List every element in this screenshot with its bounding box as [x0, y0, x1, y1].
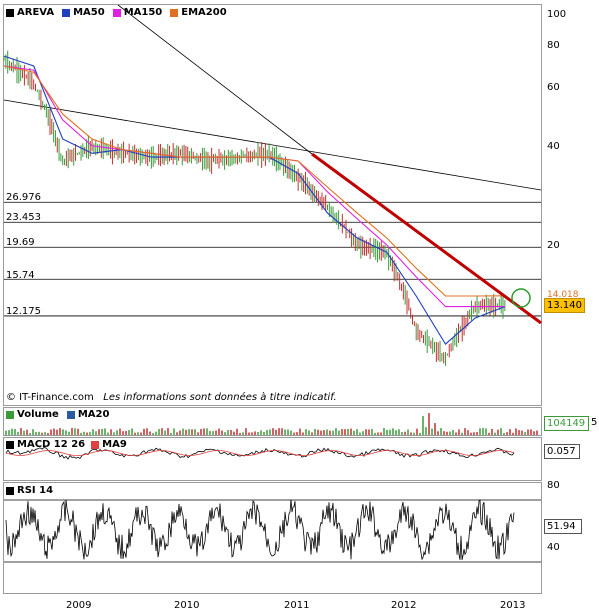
legend-item-ma20: MA20: [66, 409, 109, 420]
legend-item-areva: AREVA: [6, 7, 54, 18]
ema200-line: [3, 65, 505, 297]
legend-item-volume: Volume: [6, 409, 59, 420]
x-tick-2009: 2009: [66, 600, 92, 611]
rsi-last-value: 51.94: [544, 519, 582, 534]
volume-last-value: 104149: [544, 416, 589, 431]
y-tick-20: 20: [547, 240, 560, 251]
rsi-panel: [3, 482, 542, 594]
legend-item-rsi: RSI 14: [6, 485, 53, 496]
volume-value-suffix: 5: [591, 417, 598, 428]
legend-item-macd: MACD 12 26: [6, 439, 85, 450]
breakout-circle-marker: [511, 288, 531, 308]
legend-item-ma9: MA9: [91, 439, 127, 450]
y-tick-40: 40: [547, 141, 560, 152]
red-downtrend-line: [311, 152, 542, 325]
legend-item-ma50: MA50: [62, 7, 105, 18]
main-legend: AREVA MA50 MA150 EMA200: [6, 7, 227, 18]
credit-note: Les informations sont données à titre in…: [103, 392, 337, 403]
volume-panel: [3, 407, 542, 436]
credit-site: © IT-Finance.com: [6, 392, 94, 403]
ma150-line: [3, 65, 505, 308]
rsi-legend: RSI 14: [6, 485, 53, 496]
macd-last-value: 0.057: [544, 444, 580, 459]
legend-item-ema200: EMA200: [170, 7, 227, 18]
rsi-tick-40: 40: [547, 542, 560, 553]
main-chart-panel: [3, 4, 542, 406]
y-tick-100: 100: [547, 9, 567, 20]
x-tick-2011: 2011: [284, 600, 310, 611]
macd-panel: [3, 437, 542, 481]
rsi-line: [5, 499, 515, 561]
credit-line: © IT-Finance.com Les informations sont d…: [6, 392, 337, 403]
y-tick-60: 60: [547, 82, 560, 93]
rsi-tick-80: 80: [547, 480, 560, 491]
level-label-23453: 23.453: [6, 212, 41, 223]
macd-signal-line: [5, 450, 515, 456]
level-label-1574: 15.74: [6, 270, 35, 281]
ma50-line: [3, 55, 506, 345]
macd-legend: MACD 12 26 MA9: [6, 439, 127, 450]
x-tick-2012: 2012: [391, 600, 417, 611]
level-label-1969: 19.69: [6, 237, 35, 248]
level-label-12175: 12.175: [6, 306, 41, 317]
trendline-steep: [117, 4, 313, 155]
level-label-26976: 26.976: [6, 192, 41, 203]
x-tick-2013: 2013: [500, 600, 526, 611]
last-price-badge: 13.140: [544, 298, 585, 313]
legend-item-ma150: MA150: [112, 7, 162, 18]
x-tick-2010: 2010: [174, 600, 200, 611]
volume-legend: Volume MA20: [6, 409, 109, 420]
ema200-last-value: 14.018: [547, 290, 579, 300]
y-tick-80: 80: [547, 40, 560, 51]
trendline-long: [3, 99, 542, 191]
